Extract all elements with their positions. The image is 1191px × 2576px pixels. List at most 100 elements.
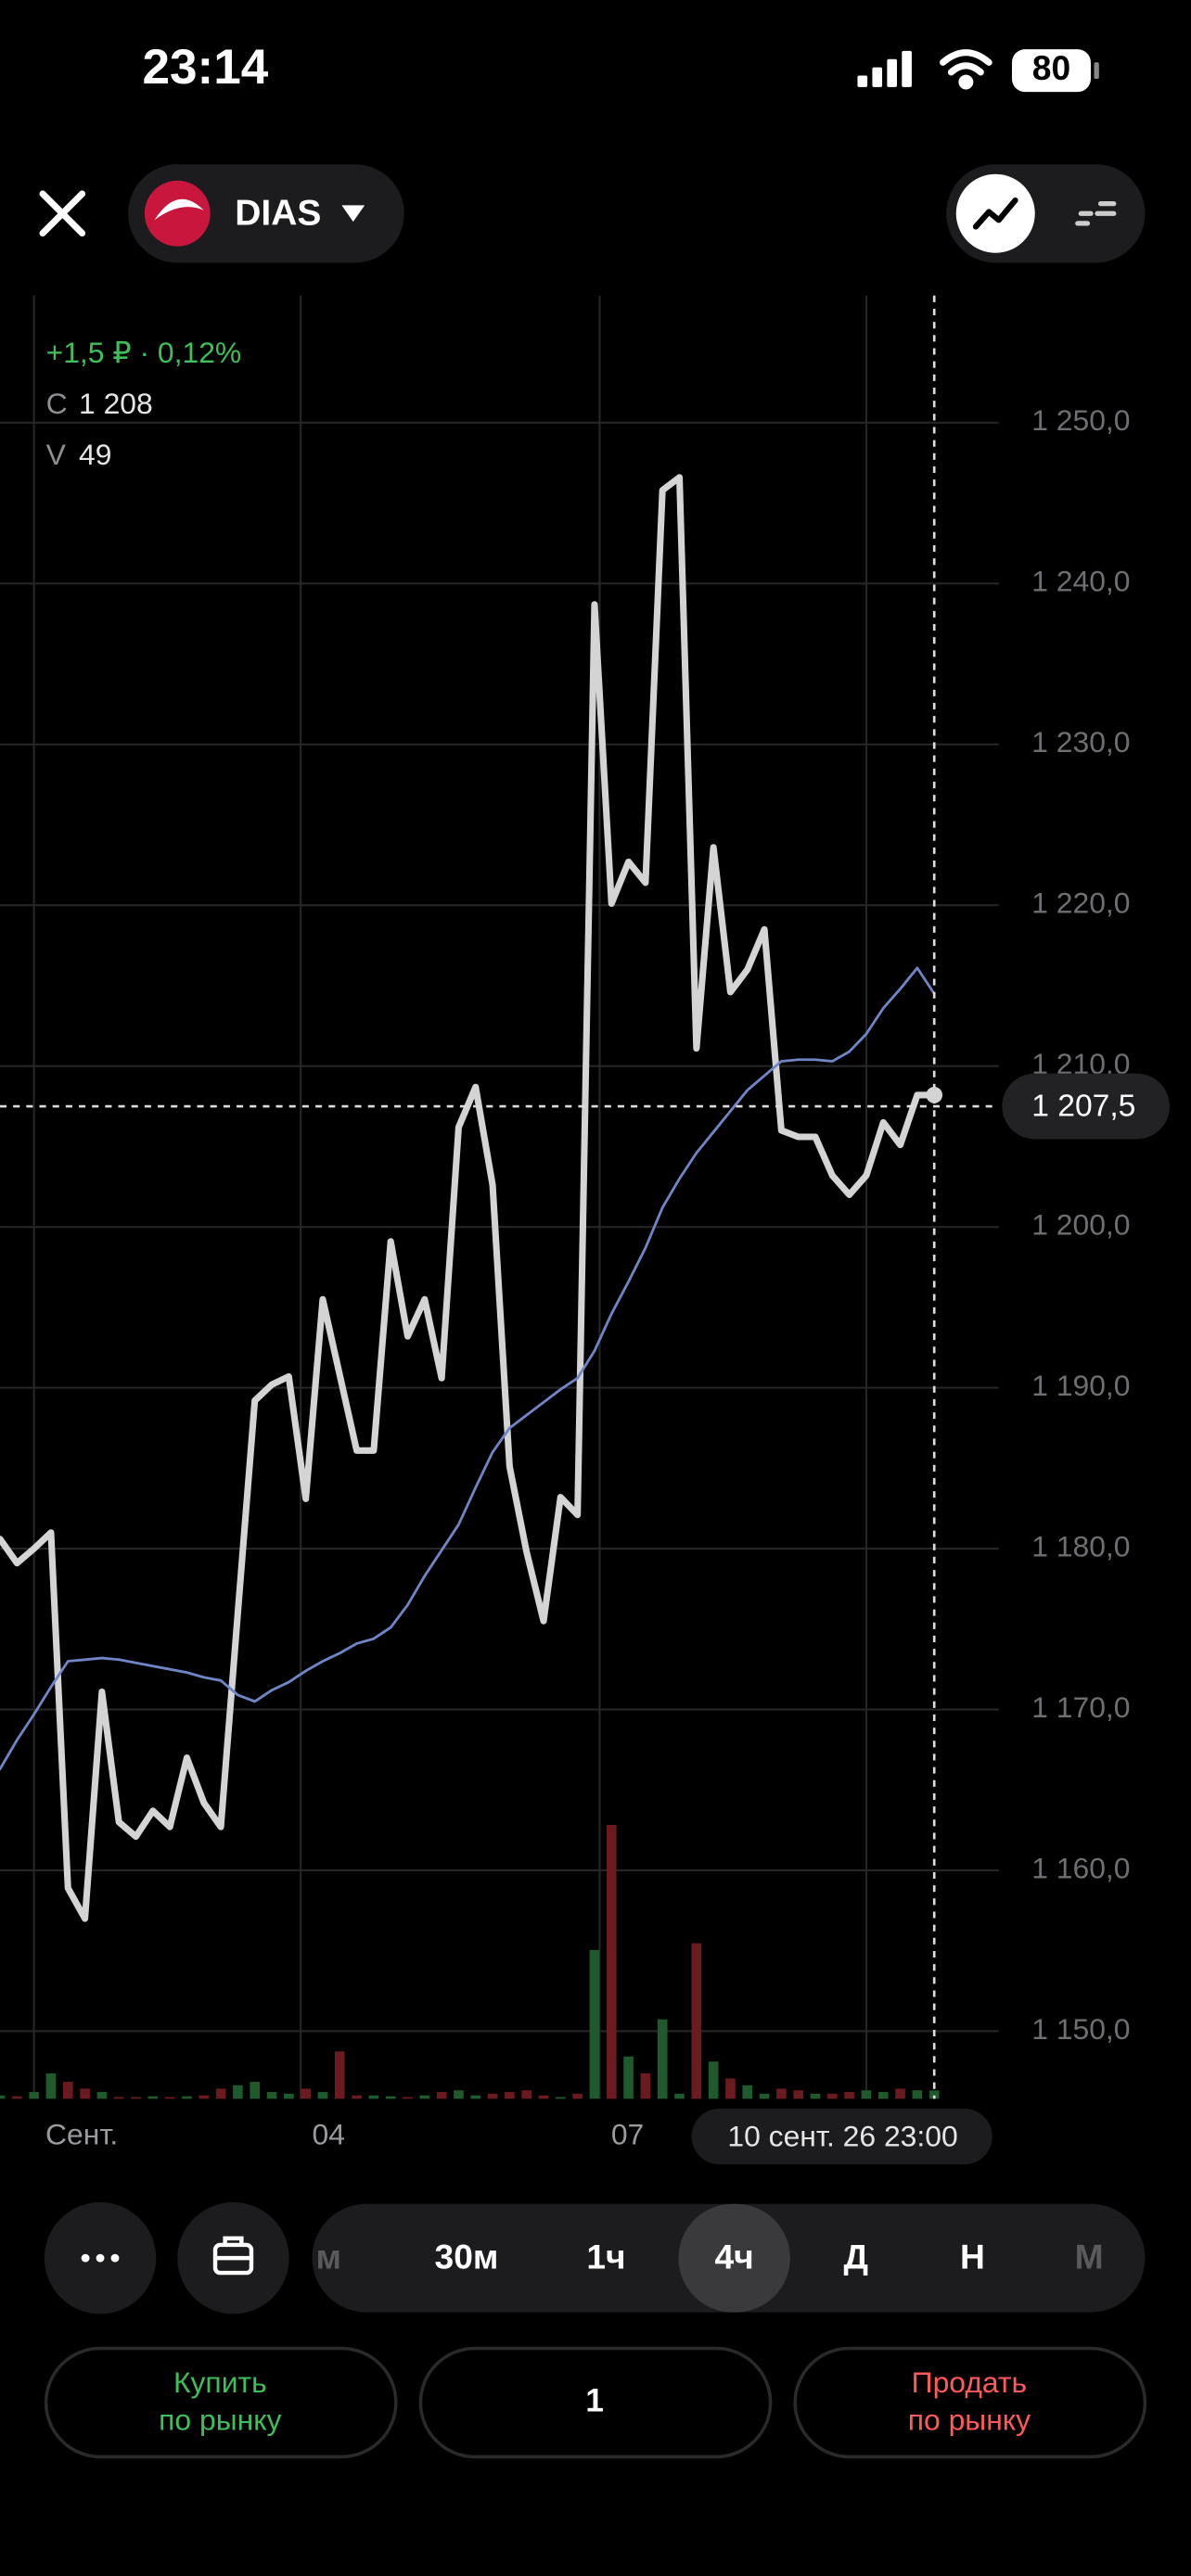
volume-bar bbox=[572, 2093, 583, 2099]
volume-bar bbox=[182, 2096, 192, 2099]
volume-bar bbox=[505, 2092, 515, 2099]
volume-bar bbox=[0, 2095, 6, 2099]
y-tick-label: 1 180,0 bbox=[1031, 1530, 1130, 1563]
timeframe-option[interactable]: М bbox=[1075, 2238, 1104, 2276]
close-value: 1 208 bbox=[79, 387, 153, 420]
ticker-logo bbox=[144, 180, 211, 247]
volume-bar bbox=[45, 2072, 57, 2099]
signal-icon bbox=[857, 50, 912, 87]
volume-bar bbox=[827, 2093, 838, 2099]
y-tick-label: 1 230,0 bbox=[1031, 725, 1130, 759]
volume-bar bbox=[29, 2092, 39, 2099]
volume-bar bbox=[844, 2092, 854, 2099]
x-tick-label: 07 bbox=[611, 2118, 644, 2151]
time-pill-label: 10 сент. 26 23:00 bbox=[727, 2119, 957, 2152]
volume-bar bbox=[691, 1943, 702, 2099]
price-line bbox=[0, 474, 938, 1922]
sell-label: Продать bbox=[912, 2366, 1027, 2399]
timeframe-option[interactable]: Н bbox=[960, 2238, 985, 2276]
volume-bar bbox=[403, 2097, 413, 2099]
sell-sublabel: по рынку bbox=[908, 2404, 1031, 2437]
volume-bar bbox=[861, 2090, 872, 2099]
volume-bar bbox=[317, 2092, 328, 2099]
quantity-field[interactable] bbox=[418, 2346, 773, 2459]
crosshair-point bbox=[926, 1087, 943, 1103]
y-tick-label: 1 160,0 bbox=[1031, 1851, 1130, 1884]
wifi-icon bbox=[940, 49, 992, 90]
sell-button[interactable] bbox=[793, 2346, 1147, 2459]
volume-bar bbox=[470, 2095, 481, 2099]
volume-bar bbox=[198, 2095, 210, 2099]
y-tick-label: 1 240,0 bbox=[1031, 565, 1130, 598]
volume-bar bbox=[589, 1949, 600, 2099]
timeframe-option[interactable]: 1ч bbox=[586, 2238, 625, 2276]
y-tick-label: 1 170,0 bbox=[1031, 1690, 1130, 1724]
volume-value: 49 bbox=[79, 438, 111, 471]
timeframe-option[interactable]: 4ч bbox=[715, 2238, 754, 2276]
line-mode-button[interactable] bbox=[955, 173, 1035, 253]
volume-bar bbox=[334, 2051, 345, 2099]
volume-label: V bbox=[46, 438, 67, 471]
battery bbox=[1011, 49, 1091, 93]
volume-bar bbox=[521, 2090, 532, 2099]
volume-bar bbox=[164, 2097, 175, 2099]
volume-bar bbox=[266, 2092, 277, 2099]
volume-bar bbox=[895, 2088, 905, 2099]
x-tick-label: 04 bbox=[313, 2118, 345, 2151]
volume-bar bbox=[215, 2088, 226, 2099]
volume-bar bbox=[62, 2082, 73, 2099]
volume-bar bbox=[928, 2090, 940, 2099]
candle-mode-button[interactable] bbox=[1075, 200, 1117, 226]
volume-bar bbox=[606, 1825, 617, 2099]
battery-cap bbox=[1094, 62, 1099, 80]
volume-bar bbox=[80, 2088, 90, 2099]
volume-bar bbox=[725, 2078, 736, 2099]
volume-bar bbox=[742, 2085, 753, 2099]
price-pill-label: 1 207,5 bbox=[1031, 1090, 1135, 1124]
buy-button[interactable] bbox=[44, 2346, 398, 2459]
volume-bar bbox=[352, 2095, 362, 2099]
close-label: C bbox=[46, 387, 68, 420]
line-mode-icon bbox=[972, 197, 1018, 230]
chart: +1,5 ₽ · 0,12% C 1 208 V 49 1 150,0 1 160,0 1 1… bbox=[0, 295, 1170, 2165]
close-button[interactable] bbox=[39, 190, 86, 237]
volume-bar bbox=[12, 2096, 22, 2099]
price-pill bbox=[1002, 1073, 1170, 1140]
timeframe-option[interactable]: м bbox=[315, 2238, 341, 2276]
volume-bar bbox=[810, 2093, 821, 2099]
volume-bar bbox=[657, 2019, 668, 2099]
more-icon bbox=[81, 2253, 120, 2263]
volume-bar bbox=[284, 2093, 294, 2099]
volume-bar bbox=[912, 2090, 923, 2099]
price-change: +1,5 ₽ · 0,12% bbox=[46, 336, 242, 369]
volume-bar bbox=[419, 2095, 430, 2099]
quantity: 1 bbox=[585, 2381, 604, 2418]
x-tick-label: Сент. bbox=[45, 2118, 118, 2151]
timeframe-option[interactable]: Д bbox=[843, 2238, 868, 2276]
volume-bar bbox=[385, 2096, 396, 2099]
buy-label: Купить bbox=[173, 2366, 267, 2399]
volume-bar bbox=[759, 2093, 770, 2099]
y-tick-label: 1 220,0 bbox=[1031, 886, 1130, 920]
time-pill bbox=[691, 2108, 992, 2165]
moving-average-line bbox=[0, 966, 936, 1771]
portfolio-icon bbox=[212, 2236, 254, 2276]
y-tick-label: 1 190,0 bbox=[1031, 1369, 1130, 1402]
volume-bar bbox=[623, 2056, 634, 2099]
volume-bar bbox=[793, 2090, 804, 2099]
y-tick-label: 1 200,0 bbox=[1031, 1208, 1130, 1242]
volume-bar bbox=[454, 2090, 464, 2099]
ticker-name: DIAS bbox=[235, 193, 321, 233]
battery-level: 80 bbox=[1032, 48, 1070, 87]
volume-bar bbox=[708, 2061, 719, 2099]
timeframe-option[interactable]: 30м bbox=[435, 2238, 499, 2276]
volume-bar bbox=[487, 2093, 498, 2099]
volume-bar bbox=[131, 2097, 141, 2099]
volume-bar bbox=[368, 2095, 379, 2099]
buy-sublabel: по рынку bbox=[159, 2404, 281, 2437]
dropdown-arrow bbox=[341, 205, 365, 223]
